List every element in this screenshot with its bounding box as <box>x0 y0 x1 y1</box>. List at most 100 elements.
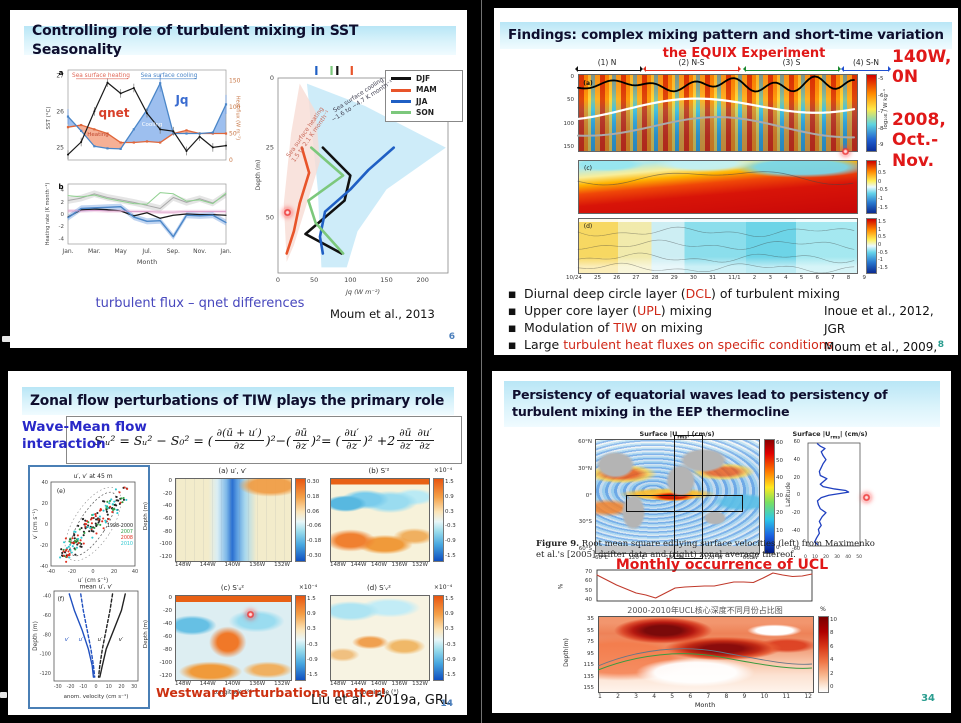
tick-label: 50 <box>856 555 862 560</box>
slide-6-sst-seasonality[interactable]: Controlling role of turbulent mixing in … <box>10 10 467 348</box>
chart-element <box>114 488 117 491</box>
chart-element: 20 <box>118 684 124 690</box>
tick-label: -1 <box>878 196 883 203</box>
chart-element: 20 <box>42 501 48 507</box>
chart-element <box>596 572 813 599</box>
colorbar-ticks: 1.5 1 0.5 0 -0.5 -1 -1.5 <box>878 219 894 271</box>
chart-element <box>185 129 188 132</box>
eq-fraction: ∂ū ∂z <box>397 427 414 451</box>
eq-lhs: S′ᵤ² = Sᵤ² − S₀² = ( <box>93 432 213 448</box>
slide-title: Controlling role of turbulent mixing in … <box>24 23 456 58</box>
title-part: Surface |U <box>792 430 831 438</box>
page-number: 34 <box>921 693 935 704</box>
chart-element <box>96 511 99 515</box>
depth-axis-ticks: 0 -20 -40 -60 -80 -100 -120 <box>151 595 172 679</box>
chart-element <box>124 83 174 143</box>
chart-element: u′ <box>79 637 84 643</box>
transect-arrow-2 <box>643 66 741 73</box>
location-line: 140W, <box>892 47 952 67</box>
chart-element <box>80 129 83 132</box>
chart-element <box>106 147 109 150</box>
tick-label: -60 <box>163 515 172 522</box>
chart-element <box>185 150 188 152</box>
chart-element <box>95 532 98 535</box>
chart-element: 25 <box>266 144 274 152</box>
contour-c-title: (c) S′ᵤ² <box>220 584 245 592</box>
tick-label: 140W <box>371 562 387 568</box>
colorbar-ticks: 1.5 0.9 0.3 -0.3 -0.9 -1.5 <box>445 596 463 678</box>
depth-axis-ticks: 0 -20 -40 -60 -80 -100 -120 <box>151 478 172 560</box>
month-axis-label: Month <box>694 701 716 709</box>
tick-label: 0.3 <box>445 508 454 515</box>
colorbar-label: log₁₀ε / W kg⁻¹ <box>883 88 890 130</box>
title-sub: rms <box>830 435 841 441</box>
chart-element: 50 <box>266 213 274 221</box>
chart-element <box>69 543 72 546</box>
chart-element: 10 <box>106 684 112 690</box>
chart-element <box>102 517 105 520</box>
tick-label: 0.5 <box>878 234 886 241</box>
contour-overlay-curves <box>597 648 813 671</box>
slide-34-persistency[interactable]: Persistency of equatorial waves lead to … <box>492 371 951 713</box>
eq-num: ∂ū <box>397 427 414 441</box>
laser-pointer-dot <box>841 147 850 156</box>
tick-label: 4 <box>830 657 834 664</box>
chart-element <box>93 145 96 148</box>
chart-element <box>66 126 70 129</box>
chart-element <box>67 209 227 213</box>
transect-arrow-3 <box>743 66 841 73</box>
contour-a-plot <box>175 478 292 562</box>
tick-label: 0 <box>878 241 882 248</box>
slide-title: Persistency of equatorial waves lead to … <box>504 381 940 427</box>
tick-label: 1 <box>598 693 602 700</box>
chart-element <box>65 546 69 550</box>
figure-caption: Figure 9. Root mean square eddying surfa… <box>536 539 876 561</box>
chart-element <box>126 487 129 490</box>
chart-element <box>102 509 105 512</box>
month-ticks: 1 2 3 4 5 6 7 8 9 10 11 12 <box>598 693 812 700</box>
tick-label: 0.3 <box>445 626 454 633</box>
chart-element <box>116 512 119 515</box>
chart-element <box>577 252 855 264</box>
colorbar-ticks: -5 -6 -7 -8 -9 <box>878 76 892 148</box>
chart-element: 0 <box>276 276 280 284</box>
chart-element <box>91 517 94 520</box>
slide-14-zonal-perturbations[interactable]: Zonal flow perturbations of TIW plays th… <box>8 371 467 715</box>
chart-element <box>62 554 65 557</box>
chart-element <box>68 540 71 543</box>
tick-label: 3 <box>634 693 638 700</box>
chart-element: (d) <box>584 223 593 230</box>
tick-label: 40 <box>845 555 851 560</box>
chart-element: 2010 <box>121 541 133 547</box>
laser-pointer-dot <box>246 610 255 619</box>
chart-element <box>77 542 80 545</box>
chart-element <box>62 550 65 553</box>
eq-num: ∂ū <box>292 427 310 441</box>
chart-element <box>94 522 97 525</box>
chart-element <box>115 495 118 499</box>
chart-element <box>97 518 100 521</box>
chart-element: Jq <box>174 93 188 107</box>
experiment-label: the EQUIX Experiment <box>634 46 854 61</box>
chart-element <box>110 498 113 501</box>
legend-label: SON <box>416 108 435 118</box>
tick-label: 7 <box>706 693 711 700</box>
colorbar-percent <box>818 616 829 693</box>
chart-element: 0 <box>61 212 65 218</box>
chart-element <box>84 525 87 528</box>
chart-element <box>80 593 96 678</box>
chart-element <box>577 75 855 93</box>
title-part: | (cm/s) <box>687 430 715 438</box>
tick-label: 132W <box>274 562 290 568</box>
slide-8-equix-findings[interactable]: Findings: complex mixing pattern and sho… <box>494 8 958 355</box>
tick-label: 1.5 <box>307 596 316 602</box>
chart-element <box>104 521 107 524</box>
chart-element <box>73 533 76 536</box>
chart-element <box>63 541 66 544</box>
text-segment: ) mixing <box>660 303 713 318</box>
chart-element: 20 <box>111 569 117 575</box>
tick-label: 6 <box>815 275 819 281</box>
tick-label: 20 <box>776 510 783 516</box>
tick-label: 120°W <box>703 555 723 561</box>
tick-label: 0 <box>878 178 882 185</box>
